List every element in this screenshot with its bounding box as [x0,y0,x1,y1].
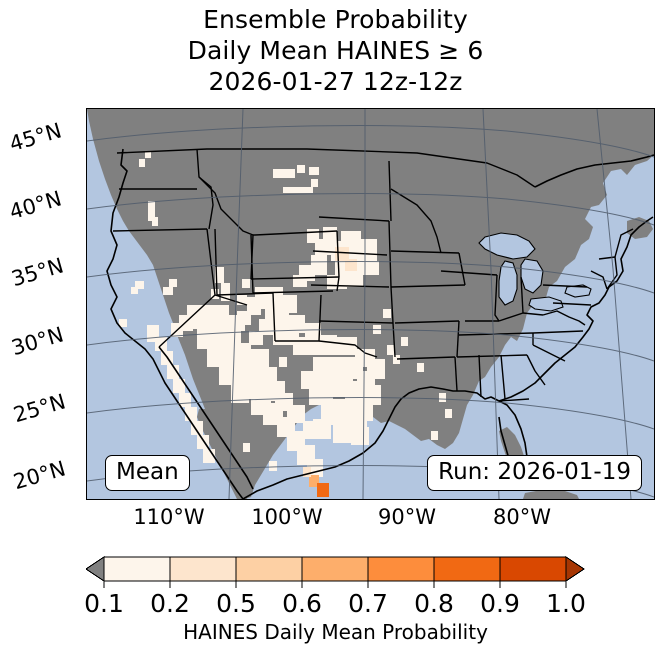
colorbar-extend-min [85,556,104,582]
gridline-lon-80 [596,109,632,499]
colorbar-tick-2: 0.5 [216,589,256,618]
border-nd-sd [318,216,390,222]
colorbar-axis-label: HAINES Daily Mean Probability [183,620,488,644]
border-ga-sc [526,354,546,386]
border-ia-mo [390,284,466,288]
border-wi-il [440,270,498,276]
gridline-lat-30 [87,329,654,362]
lon-label-90w: 90°W [378,505,436,529]
border-ne-ks [310,284,390,288]
border-az-nm [272,292,276,342]
coastline-canada-east [534,154,654,188]
colorbar-tick-7: 1.0 [546,589,586,618]
gridline-lat-40 [87,193,654,226]
border-ga-fl [498,398,530,402]
border-la-ms [454,356,458,392]
colorbar-tick-labels: 0.1 0.2 0.5 0.6 0.7 0.8 0.9 1.0 [0,589,671,619]
border-wy-east [336,230,340,278]
border-nv-az [214,294,248,306]
page-title: Ensemble Probability Daily Mean HAINES ≥… [0,4,671,97]
border-oh-ky [498,312,544,322]
border-va-wv-md [542,310,586,326]
border-mt-wy [253,230,338,236]
great-lakes-group [478,232,592,312]
border-pa-ny [542,284,588,288]
lat-label-25n: 25°N [10,389,69,428]
border-ms-al [478,354,482,398]
border-wy-south [250,276,340,280]
border-me [614,228,634,258]
map-tag-run[interactable]: Run: 2026-01-19 [427,455,642,491]
colorbar-ticks [102,581,567,588]
lake-ontario [564,284,592,298]
lat-label-45n: 45°N [6,118,65,157]
gridline-lat-25 [87,397,654,430]
coastline-pacific [106,148,244,499]
colorbar-tick-6: 0.9 [480,589,520,618]
gridline-lon-90 [482,109,500,499]
border-in-oh [520,276,524,314]
colorbar[interactable]: 0.1 0.2 0.5 0.6 0.7 0.8 0.9 1.0 [0,555,671,619]
border-pa-md [552,302,592,306]
border-nv-ut [214,228,218,296]
border-il-in [494,274,500,322]
border-mn-wi [390,188,442,254]
state-borders [112,148,634,402]
lake-superior [478,232,536,260]
colorbar-tick-0: 0.1 [84,589,124,618]
border-or-ca [112,228,208,232]
colorbar-canvas[interactable] [85,555,586,589]
border-tn-ms-al [456,354,528,358]
border-nd-mn [388,160,392,222]
gridline-lon-110 [228,109,244,499]
border-mo-ar [394,320,460,324]
title-line-2: Daily Mean HAINES ≥ 6 [187,36,484,65]
title-line-3: 2026-01-27 12z-12z [208,67,463,96]
border-al-ga [500,354,506,400]
lat-label-30n: 30°N [8,322,67,361]
border-ar-la [396,356,456,360]
north-america-land [87,109,654,499]
border-nc-va [532,330,584,334]
colorbar-tick-4: 0.7 [348,589,388,618]
lat-label-40n: 40°N [6,186,65,225]
border-co-nm [252,290,334,294]
border-ok-tx [318,340,378,358]
border-ia-il [458,252,466,286]
lake-michigan [498,260,518,306]
lake-huron [520,258,544,294]
lon-label-80w: 80°W [493,505,551,529]
title-line-1: Ensemble Probability [203,5,468,34]
lon-label-100w: 100°W [251,505,323,529]
border-co-east [336,276,340,292]
gridline-lon-100 [362,109,366,499]
border-mn-ia [390,250,460,254]
probability-field [119,151,452,497]
border-id-mt [198,176,254,236]
border-ar-ms [456,320,460,358]
gridline-lat-45 [87,125,654,158]
coastline-baja-east [158,346,254,490]
colorbar-tick-1: 0.2 [150,589,190,618]
border-ny-ne [590,270,608,290]
lake-erie [528,296,564,312]
map-tag-mean[interactable]: Mean [105,455,190,491]
lat-label-35n: 35°N [8,253,67,292]
map-panel[interactable]: Mean Run: 2026-01-19 [86,108,655,500]
coastline-atlantic [498,216,654,402]
colorbar-tick-5: 0.8 [414,589,454,618]
border-ok-ar [392,322,396,358]
colorbar-tick-3: 0.6 [282,589,322,618]
baja-california-land [197,409,247,499]
map-canvas[interactable] [87,109,654,499]
cuba-land [523,489,579,499]
border-sd-ne [312,250,388,256]
colorbar-extend-max [565,556,585,582]
lon-label-110w: 110°W [133,505,205,529]
border-us-canada [116,148,536,188]
border-id-west [196,148,214,230]
lat-label-20n: 20°N [10,456,69,495]
border-ks-ok [318,320,394,324]
colorbar-segments [103,556,566,582]
